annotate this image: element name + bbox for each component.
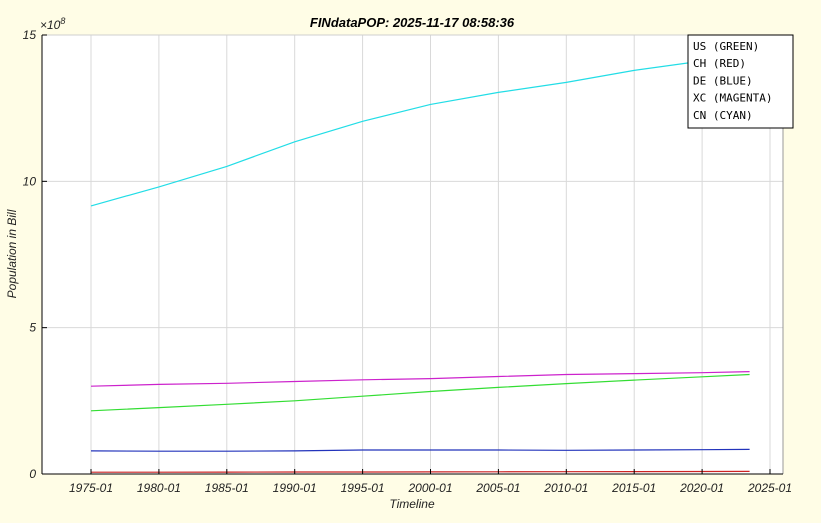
x-axis-label: Timeline — [389, 497, 435, 511]
x-tick-label: 2025-01 — [747, 481, 792, 495]
x-tick-label: 2020-01 — [679, 481, 724, 495]
y-exponent-label: ×108 — [40, 16, 65, 32]
legend-item: XC (MAGENTA) — [693, 92, 772, 105]
y-tick-label: 0 — [29, 467, 36, 481]
chart-title: FINdataPOP: 2025-11-17 08:58:36 — [310, 15, 515, 30]
plot-area — [42, 35, 783, 474]
series-line-de — [90, 448, 750, 452]
y-tick-label: 15 — [23, 28, 37, 42]
y-tick-label: 5 — [29, 321, 36, 335]
x-tick-label: 1980-01 — [137, 481, 181, 495]
series-line-us — [90, 373, 750, 412]
x-tick-label: 2000-01 — [407, 481, 452, 495]
x-tick-label: 1995-01 — [341, 481, 385, 495]
legend-item: DE (BLUE) — [693, 74, 753, 87]
y-ticks: 0 5 10 15 — [23, 28, 47, 481]
x-tick-label: 1990-01 — [273, 481, 317, 495]
y-axis-label: Population in Bill — [5, 209, 19, 298]
grid-lines — [42, 35, 783, 474]
legend: US (GREEN) CH (RED) DE (BLUE) XC (MAGENTA) C… — [687, 34, 794, 129]
legend-item: CN (CYAN) — [693, 109, 753, 122]
x-tick-label: 2005-01 — [475, 481, 520, 495]
x-tick-label: 1985-01 — [205, 481, 249, 495]
series-line-cn — [90, 60, 750, 207]
series-line-xc — [90, 371, 750, 387]
x-tick-label: 2010-01 — [543, 481, 588, 495]
x-ticks: 1975-01 1980-01 1985-01 1990-01 1995-01 2000-… — [69, 469, 792, 495]
x-tick-label: 2015-01 — [611, 481, 656, 495]
y-tick-label: 10 — [23, 174, 37, 188]
legend-item: US (GREEN) — [693, 40, 759, 53]
legend-box — [687, 34, 794, 129]
x-tick-label: 1975-01 — [69, 481, 113, 495]
legend-item: CH (RED) — [693, 57, 746, 70]
